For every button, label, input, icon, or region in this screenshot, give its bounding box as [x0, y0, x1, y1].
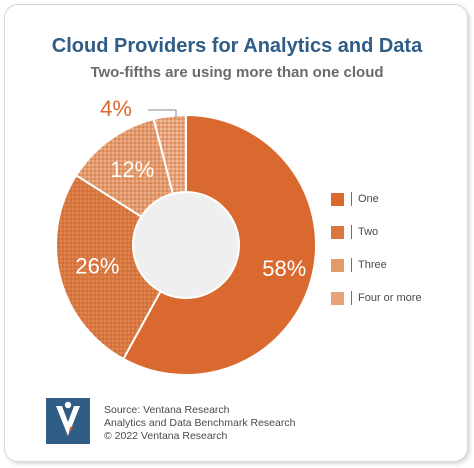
data-label-three: 12% [110, 157, 154, 182]
data-label-two: 26% [75, 254, 119, 279]
legend-separator [351, 192, 352, 206]
legend-separator [351, 225, 352, 239]
source-line-3: © 2022 Ventana Research [104, 430, 228, 442]
legend-item-four-or-more: Four or more [331, 288, 451, 308]
data-label-four-or-more: 4% [100, 96, 132, 121]
legend-item-three: Three [331, 255, 451, 275]
legend-item-two: Two [331, 222, 451, 242]
pie-slice-two [55, 173, 188, 361]
data-labels: 58% 26% 12% 4% [75, 96, 306, 281]
logo-dot [64, 401, 72, 409]
legend-separator [351, 291, 352, 305]
legend-swatch [331, 291, 344, 305]
source-note: Source: Ventana Research Analytics and D… [104, 404, 295, 443]
chart-title: Cloud Providers for Analytics and Data [51, 35, 423, 57]
ventana-logo [46, 398, 90, 444]
logo-mark [56, 406, 80, 436]
logo-accent [68, 426, 73, 436]
legend-label: Four or more [358, 292, 422, 304]
leader-line [148, 109, 177, 118]
legend-swatch [331, 258, 344, 272]
legend-label: Three [358, 259, 387, 271]
source-line-1: Source: Ventana Research [104, 404, 230, 416]
legend-label: Two [358, 226, 379, 238]
legend-separator [351, 258, 352, 272]
legend-item-one: One [331, 189, 451, 209]
donut-hole [132, 191, 240, 299]
source-line-2: Analytics and Data Benchmark Research [104, 417, 296, 429]
legend-label: One [358, 193, 379, 205]
leader-line-four-or-more [148, 109, 177, 118]
legend-swatch [331, 225, 344, 239]
data-label-one: 58% [262, 256, 306, 281]
legend: One Two Three Four or more [331, 189, 451, 321]
chart-subtitle: Two-fifths are using more than one cloud [90, 64, 384, 81]
legend-swatch [331, 192, 344, 206]
